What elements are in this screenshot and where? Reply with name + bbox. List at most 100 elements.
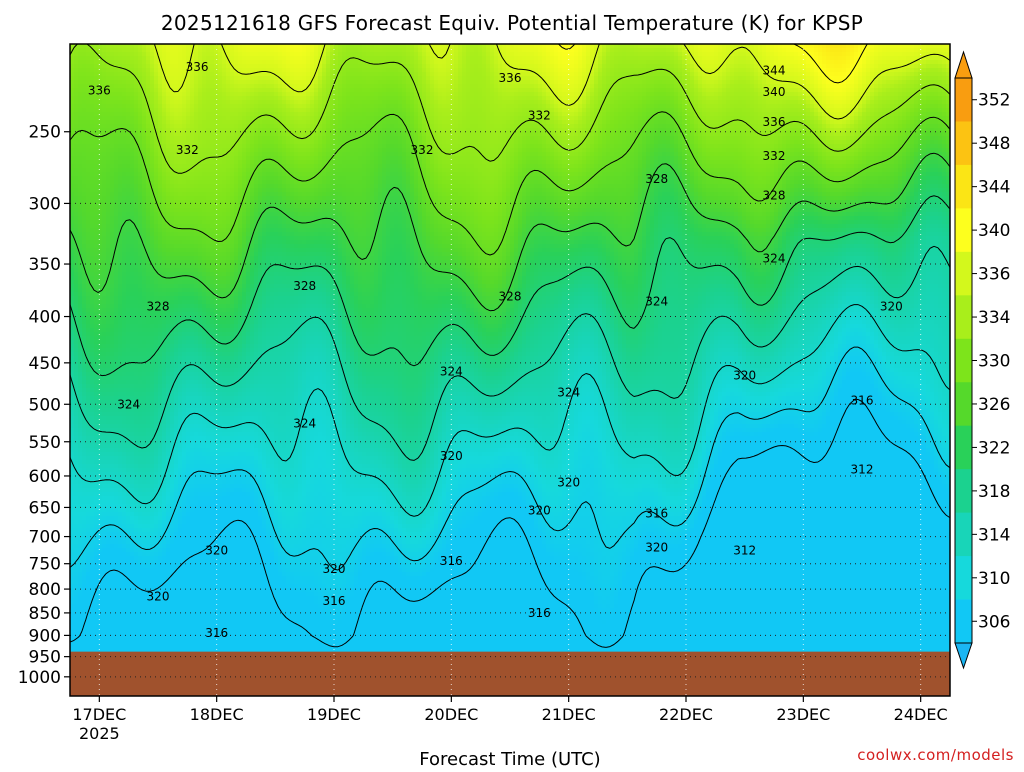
colorbar-swatch [955, 426, 972, 470]
contour-label: 312 [733, 543, 756, 557]
surface-mask [70, 652, 950, 696]
colorbar-label: 322 [978, 438, 1010, 458]
colorbar-label: 318 [978, 482, 1010, 502]
colorbar-label: 344 [978, 178, 1010, 198]
y-axis: 2503003504004505005506006507007508008509… [18, 123, 70, 688]
contour-label: 336 [499, 71, 522, 85]
contour-label: 320 [733, 369, 756, 383]
contour-label: 324 [440, 364, 463, 378]
contour-label: 312 [851, 462, 874, 476]
y-tick-label: 450 [29, 354, 61, 374]
contour-label: 320 [528, 503, 551, 517]
colorbar-label: 340 [978, 221, 1010, 241]
x-tick-sublabel: 2025 [79, 724, 120, 743]
contour-label: 332 [528, 109, 551, 123]
contour-label: 320 [205, 543, 228, 557]
y-tick-label: 1000 [18, 668, 61, 688]
contour-label: 316 [205, 626, 228, 640]
contour-label: 316 [851, 393, 874, 407]
x-tick-label: 20DEC [424, 705, 478, 724]
contour-label: 320 [440, 449, 463, 463]
chart-title: 2025121618 GFS Forecast Equiv. Potential… [161, 11, 863, 35]
contour-label: 320 [645, 541, 668, 555]
contour-label: 344 [763, 64, 786, 78]
colorbar-swatch [955, 556, 972, 600]
contour-label: 336 [186, 60, 209, 74]
colorbar-label: 336 [978, 265, 1010, 285]
x-tick-label: 23DEC [776, 705, 830, 724]
colorbar-label: 334 [978, 308, 1010, 328]
contour-label: 316 [440, 554, 463, 568]
colorbar-swatch [955, 78, 972, 122]
y-tick-label: 900 [29, 626, 61, 646]
contour-label: 320 [880, 300, 903, 314]
contour-label: 340 [763, 85, 786, 99]
x-tick-label: 22DEC [659, 705, 713, 724]
contour-label: 328 [645, 172, 668, 186]
colorbar-label: 310 [978, 569, 1010, 589]
y-tick-label: 850 [29, 604, 61, 624]
x-tick-label: 19DEC [307, 705, 361, 724]
colorbar-swatch [955, 469, 972, 513]
contour-label: 332 [763, 149, 786, 163]
x-axis-label: Forecast Time (UTC) [419, 749, 600, 768]
colorbar-label: 326 [978, 395, 1010, 415]
y-tick-label: 800 [29, 580, 61, 600]
colorbar-swatch [955, 295, 972, 339]
contour-label: 324 [293, 416, 316, 430]
contour-label: 324 [117, 397, 140, 411]
colorbar-label: 352 [978, 91, 1010, 111]
colorbar-swatch [955, 339, 972, 383]
y-tick-label: 950 [29, 648, 61, 668]
colorbar-extend-max [955, 52, 972, 78]
contour-label: 324 [645, 295, 668, 309]
x-tick-label: 17DEC [72, 705, 126, 724]
colorbar-label: 306 [978, 612, 1010, 632]
y-tick-label: 650 [29, 498, 61, 518]
credit-text: coolwx.com/models [857, 746, 1014, 764]
colorbar-label: 314 [978, 525, 1010, 545]
contour-label: 332 [176, 143, 199, 157]
contour-label: 316 [528, 606, 551, 620]
contour-label: 328 [499, 289, 522, 303]
y-tick-label: 250 [29, 123, 61, 143]
contour-label: 320 [147, 589, 170, 603]
y-tick-label: 600 [29, 467, 61, 487]
colorbar-swatch [955, 382, 972, 426]
y-tick-label: 400 [29, 308, 61, 328]
y-tick-label: 300 [29, 194, 61, 214]
contour-label: 320 [323, 562, 346, 576]
colorbar-swatch [955, 600, 972, 644]
colorbar-extend-min [955, 643, 972, 668]
y-tick-label: 700 [29, 528, 61, 548]
colorbar-swatch [955, 513, 972, 557]
colorbar-swatch [955, 165, 972, 209]
colorbar-swatch [955, 121, 972, 165]
colorbar-label: 330 [978, 352, 1010, 372]
x-tick-label: 24DEC [894, 705, 948, 724]
contour-label: 328 [147, 300, 170, 314]
below-ground-area [70, 652, 950, 696]
y-tick-label: 550 [29, 433, 61, 453]
contour-label: 332 [411, 143, 434, 157]
contour-label: 324 [763, 251, 786, 265]
colorbar: 352 348 344 340 336 334 330 326 322 318 314 310 306 [955, 52, 1010, 668]
contour-label: 316 [323, 594, 346, 608]
contour-label: 336 [88, 83, 111, 97]
x-tick-label: 18DEC [190, 705, 244, 724]
contour-label: 328 [763, 188, 786, 202]
y-tick-label: 350 [29, 255, 61, 275]
colorbar-label: 348 [978, 134, 1010, 154]
x-tick-label: 21DEC [542, 705, 596, 724]
colorbar-swatch [955, 208, 972, 252]
contour-label: 316 [645, 506, 668, 520]
contour-label: 336 [763, 115, 786, 129]
contour-label: 320 [557, 475, 580, 489]
y-tick-label: 750 [29, 555, 61, 575]
y-tick-label: 500 [29, 395, 61, 415]
colorbar-swatch [955, 252, 972, 296]
contour-label: 324 [557, 385, 580, 399]
